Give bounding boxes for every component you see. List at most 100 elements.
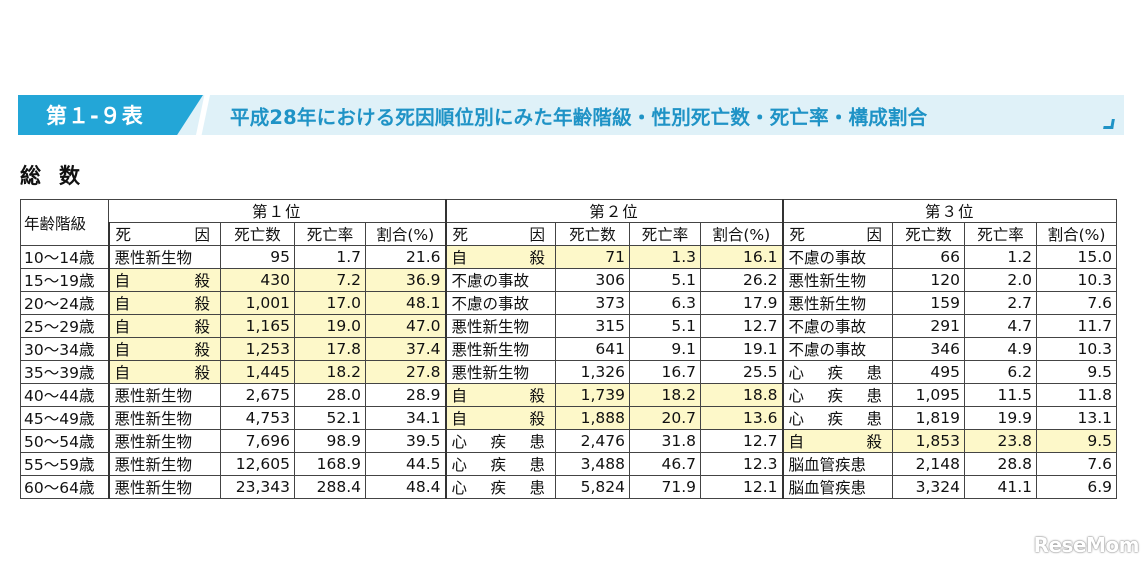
cause-cell: 自殺	[781, 429, 893, 453]
age-group-cell: 30〜34歳	[20, 337, 109, 361]
age-group-cell: 60〜64歳	[20, 475, 109, 499]
mortality-table: 年齢階級 第１位 第２位 第３位 死因 死亡数 死亡率 割合(%) 死因 死亡数 死亡率 割合…	[20, 199, 1117, 499]
cause-text: 悪性新生物	[114, 249, 193, 267]
cause-cell: 悪性新生物	[107, 245, 221, 269]
rate-cell: 28.8	[964, 452, 1037, 476]
cause-text: 悪性新生物	[451, 364, 530, 382]
share-cell: 39.5	[365, 429, 446, 453]
cause-cell: 自殺	[444, 383, 556, 407]
share-cell: 13.1	[1036, 406, 1117, 430]
corner-bracket-icon	[1103, 119, 1115, 129]
cause-cell: 心疾患	[444, 475, 556, 499]
deaths-cell: 2,476	[555, 429, 630, 453]
cause-cell: 心疾患	[444, 429, 556, 453]
share-column-header: 割合(%)	[365, 222, 446, 246]
deaths-column-header: 死亡数	[892, 222, 965, 246]
cause-cell: 悪性新生物	[444, 314, 556, 338]
rate-cell: 2.7	[964, 291, 1037, 315]
age-group-cell: 45〜49歳	[20, 406, 109, 430]
deaths-cell: 315	[555, 314, 630, 338]
rate-cell: 46.7	[629, 452, 701, 476]
cause-text: 自殺	[451, 410, 546, 428]
cause-cell: 悪性新生物	[781, 268, 893, 292]
cause-cell: 悪性新生物	[444, 360, 556, 384]
rate-cell: 1.2	[964, 245, 1037, 269]
cause-text: 不慮の事故	[451, 272, 530, 290]
deaths-cell: 4,753	[220, 406, 295, 430]
cause-cell: 悪性新生物	[781, 291, 893, 315]
rate-cell: 52.1	[294, 406, 366, 430]
cause-cell: 心疾患	[781, 383, 893, 407]
rate-cell: 20.7	[629, 406, 701, 430]
share-cell: 7.6	[1036, 291, 1117, 315]
share-cell: 21.6	[365, 245, 446, 269]
age-group-header: 年齢階級	[20, 199, 109, 246]
rate-cell: 9.1	[629, 337, 701, 361]
deaths-cell: 1,739	[555, 383, 630, 407]
share-cell: 48.4	[365, 475, 446, 499]
cause-cell: 不慮の事故	[781, 245, 893, 269]
share-cell: 12.3	[700, 452, 783, 476]
deaths-cell: 12,605	[220, 452, 295, 476]
cause-text: 脳血管疾患	[788, 456, 867, 474]
rate-cell: 168.9	[294, 452, 366, 476]
deaths-cell: 66	[892, 245, 965, 269]
rate-cell: 288.4	[294, 475, 366, 499]
rate-cell: 23.8	[964, 429, 1037, 453]
cause-text: 悪性新生物	[114, 456, 193, 474]
table-row: 25〜29歳 自殺 1,165 19.0 47.0 悪性新生物 315 5.1 12.7 不慮の事…	[20, 314, 1117, 338]
share-cell: 17.9	[700, 291, 783, 315]
deaths-cell: 291	[892, 314, 965, 338]
rate-cell: 19.0	[294, 314, 366, 338]
cause-cell: 自殺	[444, 406, 556, 430]
deaths-cell: 1,819	[892, 406, 965, 430]
rate-cell: 41.1	[964, 475, 1037, 499]
rate-column-header: 死亡率	[294, 222, 366, 246]
share-cell: 47.0	[365, 314, 446, 338]
cause-text: 悪性新生物	[788, 272, 867, 290]
cause-cell: 自殺	[107, 314, 221, 338]
cause-cell: 自殺	[107, 268, 221, 292]
cause-text: 心疾患	[451, 433, 546, 451]
rank-2-header: 第２位	[444, 199, 783, 223]
cause-cell: 心疾患	[781, 406, 893, 430]
rate-column-header: 死亡率	[964, 222, 1037, 246]
share-column-header: 割合(%)	[1036, 222, 1117, 246]
share-cell: 16.1	[700, 245, 783, 269]
table-number-label: 第１-９表	[18, 95, 203, 135]
share-cell: 44.5	[365, 452, 446, 476]
table-row: 10〜14歳 悪性新生物 95 1.7 21.6 自殺 71 1.3 16.1 不慮の事故 66 1.…	[20, 245, 1117, 269]
cause-cell: 悪性新生物	[107, 429, 221, 453]
cause-column-header: 死因	[107, 222, 221, 246]
table-row: 20〜24歳 自殺 1,001 17.0 48.1 不慮の事故 373 6.3 17.9 悪性新生…	[20, 291, 1117, 315]
age-group-cell: 15〜19歳	[20, 268, 109, 292]
rate-cell: 28.0	[294, 383, 366, 407]
table-row: 30〜34歳 自殺 1,253 17.8 37.4 悪性新生物 641 9.1 19.1 不慮の事…	[20, 337, 1117, 361]
resemom-watermark-logo: ReseMom	[1033, 533, 1140, 557]
cause-text: 悪性新生物	[114, 410, 193, 428]
table-body: 10〜14歳 悪性新生物 95 1.7 21.6 自殺 71 1.3 16.1 不慮の事故 66 1.…	[20, 245, 1117, 499]
deaths-column-header: 死亡数	[220, 222, 295, 246]
deaths-cell: 23,343	[220, 475, 295, 499]
share-cell: 26.2	[700, 268, 783, 292]
deaths-cell: 2,148	[892, 452, 965, 476]
cause-text: 自殺	[788, 433, 883, 451]
rate-cell: 71.9	[629, 475, 701, 499]
age-group-cell: 10〜14歳	[20, 245, 109, 269]
share-cell: 12.7	[700, 314, 783, 338]
cause-cell: 悪性新生物	[107, 452, 221, 476]
cause-cell: 脳血管疾患	[781, 475, 893, 499]
cause-text: 自殺	[114, 318, 211, 336]
deaths-cell: 159	[892, 291, 965, 315]
cause-cell: 悪性新生物	[107, 406, 221, 430]
cause-text: 心疾患	[451, 479, 546, 497]
deaths-cell: 1,326	[555, 360, 630, 384]
cause-text: 悪性新生物	[788, 295, 867, 313]
cause-text: 不慮の事故	[788, 318, 867, 336]
rank-header-row: 年齢階級 第１位 第２位 第３位	[20, 199, 1117, 246]
share-cell: 19.1	[700, 337, 783, 361]
share-cell: 36.9	[365, 268, 446, 292]
rate-cell: 18.2	[294, 360, 366, 384]
cause-text: 心疾患	[788, 387, 883, 405]
table-row: 40〜44歳 悪性新生物 2,675 28.0 28.9 自殺 1,739 18.2 18.8 心…	[20, 383, 1117, 407]
